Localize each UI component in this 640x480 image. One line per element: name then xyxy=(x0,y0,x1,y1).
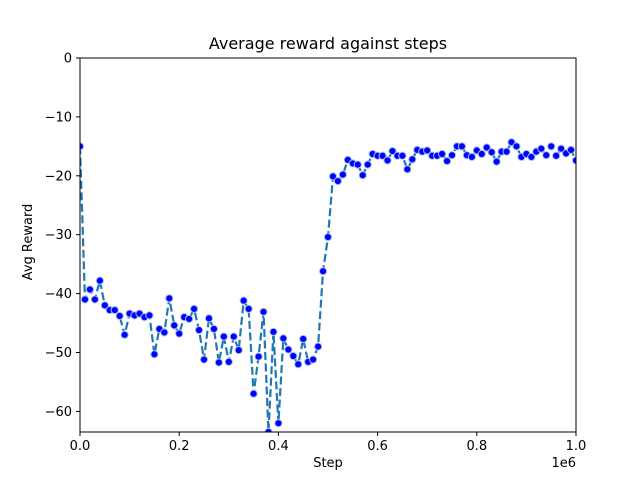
data-point xyxy=(219,332,228,341)
x-axis-offset-label: 1e6 xyxy=(551,456,576,471)
data-point xyxy=(209,324,219,334)
data-point xyxy=(239,296,248,305)
data-point xyxy=(442,156,452,166)
x-tick-label: 0.0 xyxy=(70,439,91,454)
data-point xyxy=(547,142,556,151)
data-point xyxy=(249,389,258,398)
data-point xyxy=(194,326,204,335)
data-point xyxy=(229,332,238,341)
x-tick-label: 1.0 xyxy=(566,439,587,454)
data-point xyxy=(437,149,447,159)
data-point xyxy=(299,334,308,344)
data-point xyxy=(85,285,95,294)
data-point xyxy=(512,142,521,151)
data-point xyxy=(388,146,397,156)
x-tick-label: 0.8 xyxy=(466,439,487,454)
data-point xyxy=(447,151,457,160)
data-point xyxy=(552,151,561,160)
data-point xyxy=(269,327,278,336)
data-point xyxy=(492,157,501,166)
data-point xyxy=(313,342,323,351)
data-point xyxy=(244,304,253,313)
data-point xyxy=(189,304,199,313)
y-tick-label: −30 xyxy=(45,228,72,243)
x-tick-label: 0.6 xyxy=(367,439,388,454)
data-point xyxy=(566,145,576,154)
chart-title: Average reward against steps xyxy=(209,34,447,53)
data-point xyxy=(527,152,536,162)
data-point xyxy=(110,305,119,315)
data-point xyxy=(199,355,209,364)
data-point xyxy=(214,358,223,367)
data-point xyxy=(487,148,496,157)
data-point xyxy=(90,295,99,304)
data-point xyxy=(160,328,169,337)
plot-background xyxy=(80,58,576,432)
x-tick-label: 0.2 xyxy=(169,439,190,454)
data-point xyxy=(309,355,318,364)
y-tick-label: −10 xyxy=(45,110,72,125)
data-point xyxy=(457,142,467,151)
data-point xyxy=(294,360,303,369)
data-point xyxy=(383,156,392,165)
data-point xyxy=(423,146,432,155)
y-tick-label: 0 xyxy=(64,52,72,67)
data-point xyxy=(279,334,288,343)
data-point xyxy=(234,346,243,355)
data-point xyxy=(328,172,338,181)
data-point xyxy=(502,147,511,156)
plot-frame xyxy=(79,57,577,433)
data-point xyxy=(408,155,417,164)
data-point xyxy=(338,170,347,179)
data-point xyxy=(378,151,387,160)
data-point xyxy=(170,321,179,330)
data-point xyxy=(467,152,476,162)
data-point xyxy=(254,352,263,361)
data-point xyxy=(289,351,298,361)
data-point xyxy=(115,311,124,321)
series-layer xyxy=(80,138,576,432)
data-point xyxy=(224,357,233,367)
data-point xyxy=(403,165,412,174)
data-point xyxy=(259,307,268,316)
y-tick-label: −50 xyxy=(45,346,72,361)
plot-area xyxy=(80,58,576,432)
data-point xyxy=(120,330,129,339)
data-point xyxy=(571,156,576,165)
y-tick-label: −20 xyxy=(45,169,72,184)
data-point xyxy=(333,177,343,186)
y-tick-label: −60 xyxy=(45,405,72,420)
data-point xyxy=(363,160,372,169)
data-point xyxy=(482,143,491,152)
data-point xyxy=(557,144,566,153)
data-point xyxy=(274,419,283,428)
data-point xyxy=(542,151,551,160)
data-point xyxy=(537,144,546,153)
x-tick-label: 0.4 xyxy=(268,439,289,454)
y-tick-label: −40 xyxy=(45,287,72,302)
data-point xyxy=(95,276,104,285)
data-point xyxy=(145,311,154,320)
data-point xyxy=(100,301,109,310)
x-axis-label: Step xyxy=(313,456,343,471)
data-point xyxy=(204,314,214,323)
axes-layer: 0.0 0.2 0.4 0.6 0.8 1.0 0 −10 −20 −30 −40 −50 −60 xyxy=(45,52,587,455)
data-point xyxy=(358,171,367,180)
data-point xyxy=(353,160,362,169)
data-point xyxy=(318,267,328,276)
data-point xyxy=(185,314,194,324)
data-point xyxy=(80,295,90,304)
data-point xyxy=(165,294,174,303)
data-point xyxy=(477,149,486,159)
data-point xyxy=(398,151,407,160)
data-point xyxy=(323,232,333,242)
data-point xyxy=(284,345,293,354)
data-point xyxy=(175,329,184,338)
data-point xyxy=(150,350,159,359)
y-axis-label: Avg Reward xyxy=(21,204,36,281)
